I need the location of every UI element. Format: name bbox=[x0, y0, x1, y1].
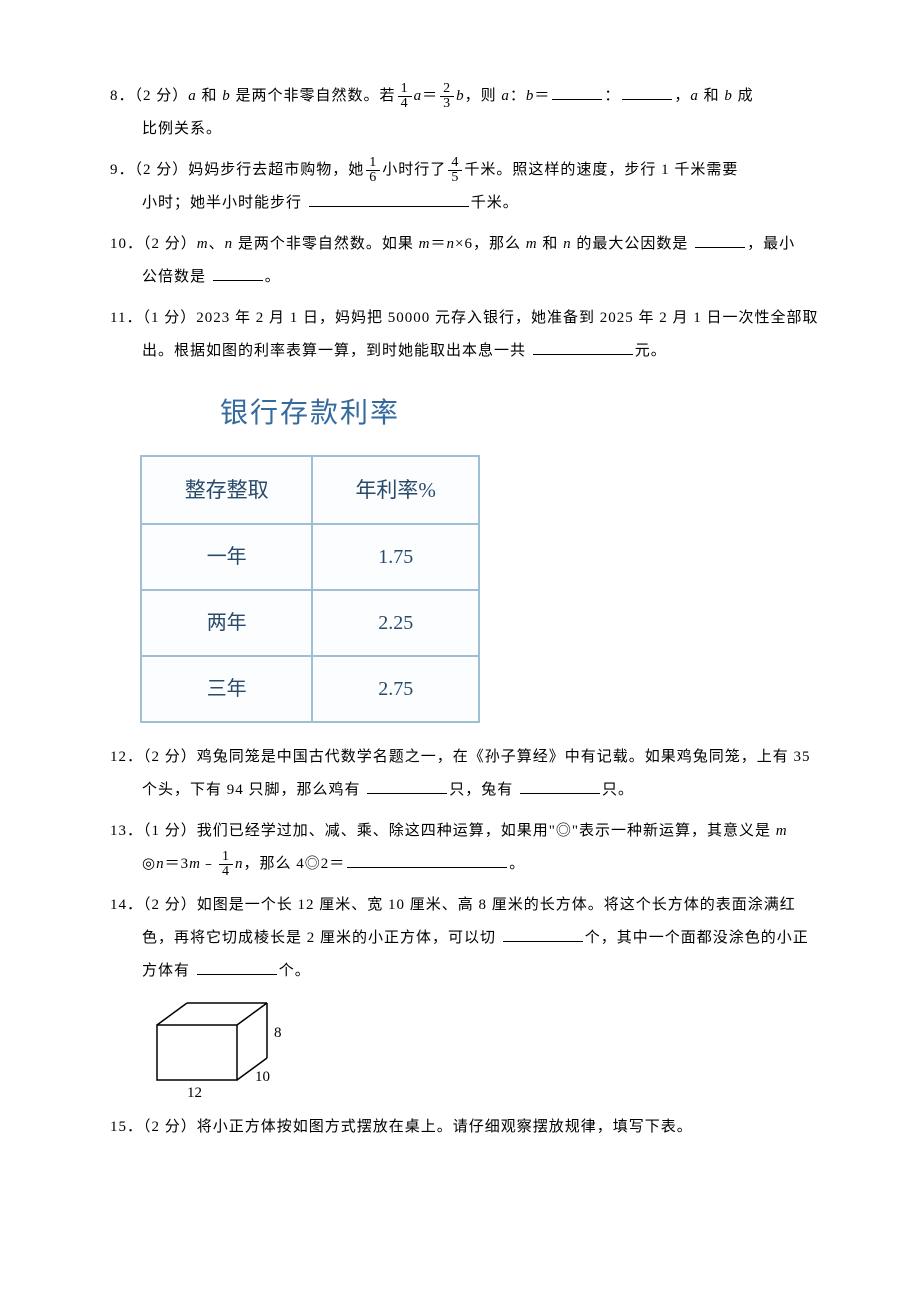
cuboid-svg: 8 10 12 bbox=[142, 993, 302, 1103]
q14-number: 14． bbox=[110, 897, 143, 913]
question-14: 14．（2 分）如图是一个长 12 厘米、宽 10 厘米、高 8 厘米的长方体。… bbox=[110, 889, 820, 1103]
q9-number: 9． bbox=[110, 162, 135, 178]
q11-points: （1 分） bbox=[142, 310, 196, 326]
q11-line2: 出。根据如图的利率表算一算，到时她能取出本息一共 元。 bbox=[110, 335, 820, 368]
cuboid-width: 10 bbox=[255, 1069, 270, 1085]
q14-line2: 色，再将它切成棱长是 2 厘米的小正方体，可以切 个，其中一个面都没涂色的小正 bbox=[110, 922, 820, 955]
q15-number: 15． bbox=[110, 1119, 143, 1135]
q10-var-n: n bbox=[225, 236, 234, 252]
question-8: 8．（2 分）a 和 b 是两个非零自然数。若14a＝23b，则 a：b＝：，a… bbox=[110, 80, 820, 146]
fraction-4-5: 45 bbox=[448, 156, 462, 185]
fraction-2-3: 23 bbox=[440, 82, 454, 111]
q14-line1: 14．（2 分）如图是一个长 12 厘米、宽 10 厘米、高 8 厘米的长方体。… bbox=[110, 889, 820, 922]
q14-points: （2 分） bbox=[143, 897, 197, 913]
fraction-1-6: 16 bbox=[366, 156, 380, 185]
question-9: 9．（2 分）妈妈步行去超市购物，她16小时行了45千米。照这样的速度，步行 1… bbox=[110, 154, 820, 220]
rate-header-rate: 年利率% bbox=[312, 456, 479, 524]
blank-q12-2[interactable] bbox=[520, 776, 600, 794]
q11-number: 11． bbox=[110, 310, 142, 326]
q8-var-a: a bbox=[188, 88, 197, 104]
question-13: 13．（1 分）我们已经学过加、减、乘、除这四种运算，如果用"◎"表示一种新运算… bbox=[110, 815, 820, 881]
rate-row-2: 两年 2.25 bbox=[141, 590, 479, 656]
q13-line1: 13．（1 分）我们已经学过加、减、乘、除这四种运算，如果用"◎"表示一种新运算… bbox=[110, 815, 820, 848]
rate-table: 整存整取 年利率% 一年 1.75 两年 2.25 三年 2.75 bbox=[140, 455, 480, 723]
q14-line3: 方体有 个。 bbox=[110, 955, 820, 988]
q12-line2: 个头，下有 94 只脚，那么鸡有 只，兔有 只。 bbox=[110, 774, 820, 807]
question-12: 12．（2 分）鸡兔同笼是中国古代数学名题之一，在《孙子算经》中有记载。如果鸡兔… bbox=[110, 741, 820, 807]
blank-q8-1[interactable] bbox=[552, 82, 602, 100]
blank-q10-2[interactable] bbox=[213, 263, 263, 281]
blank-q9-1[interactable] bbox=[309, 189, 469, 207]
fraction-1-4: 14 bbox=[398, 82, 412, 111]
q9-line1: 9．（2 分）妈妈步行去超市购物，她16小时行了45千米。照这样的速度，步行 1… bbox=[110, 154, 820, 187]
q8-line2: 比例关系。 bbox=[110, 113, 820, 146]
q10-line2: 公倍数是 。 bbox=[110, 261, 820, 294]
q10-number: 10． bbox=[110, 236, 143, 252]
question-11: 11．（1 分）2023 年 2 月 1 日，妈妈把 50000 元存入银行，她… bbox=[110, 302, 820, 723]
blank-q11-1[interactable] bbox=[533, 337, 633, 355]
q13-line2: ◎n＝3m﹣14n，那么 4◎2＝。 bbox=[110, 848, 820, 881]
q13-points: （1 分） bbox=[143, 823, 197, 839]
fraction-1-4: 14 bbox=[219, 850, 233, 879]
cuboid-length: 12 bbox=[187, 1085, 202, 1101]
q10-line1: 10．（2 分）m、n 是两个非零自然数。如果 m＝n×6，那么 m 和 n 的… bbox=[110, 228, 820, 261]
q8-number: 8． bbox=[110, 88, 135, 104]
rate-row-3: 三年 2.75 bbox=[141, 656, 479, 722]
question-10: 10．（2 分）m、n 是两个非零自然数。如果 m＝n×6，那么 m 和 n 的… bbox=[110, 228, 820, 294]
q13-number: 13． bbox=[110, 823, 143, 839]
q10-points: （2 分） bbox=[143, 236, 197, 252]
q8-line1: 8．（2 分）a 和 b 是两个非零自然数。若14a＝23b，则 a：b＝：，a… bbox=[110, 80, 820, 113]
question-15: 15．（2 分）将小正方体按如图方式摆放在桌上。请仔细观察摆放规律，填写下表。 bbox=[110, 1111, 820, 1144]
cuboid-height: 8 bbox=[274, 1025, 282, 1041]
q15-points: （2 分） bbox=[143, 1119, 197, 1135]
q15-line1: 15．（2 分）将小正方体按如图方式摆放在桌上。请仔细观察摆放规律，填写下表。 bbox=[110, 1111, 820, 1144]
blank-q8-2[interactable] bbox=[622, 82, 672, 100]
q12-line1: 12．（2 分）鸡兔同笼是中国古代数学名题之一，在《孙子算经》中有记载。如果鸡兔… bbox=[110, 741, 820, 774]
rate-header-term: 整存整取 bbox=[141, 456, 312, 524]
q9-points: （2 分） bbox=[135, 162, 189, 178]
blank-q10-1[interactable] bbox=[695, 230, 745, 248]
blank-q12-1[interactable] bbox=[367, 776, 447, 794]
q12-number: 12． bbox=[110, 749, 143, 765]
q8-points: （2 分） bbox=[135, 88, 189, 104]
rate-table-header: 整存整取 年利率% bbox=[141, 456, 479, 524]
rate-row-1: 一年 1.75 bbox=[141, 524, 479, 590]
cuboid-diagram: 8 10 12 bbox=[142, 993, 820, 1103]
blank-q13-1[interactable] bbox=[347, 850, 507, 868]
q10-var-m: m bbox=[197, 236, 209, 252]
q12-points: （2 分） bbox=[143, 749, 197, 765]
q9-line2: 小时；她半小时能步行 千米。 bbox=[110, 187, 820, 220]
q8-var-b: b bbox=[222, 88, 231, 104]
q11-line1: 11．（1 分）2023 年 2 月 1 日，妈妈把 50000 元存入银行，她… bbox=[110, 302, 820, 335]
rate-table-title: 银行存款利率 bbox=[140, 383, 480, 445]
blank-q14-1[interactable] bbox=[503, 924, 583, 942]
blank-q14-2[interactable] bbox=[197, 957, 277, 975]
